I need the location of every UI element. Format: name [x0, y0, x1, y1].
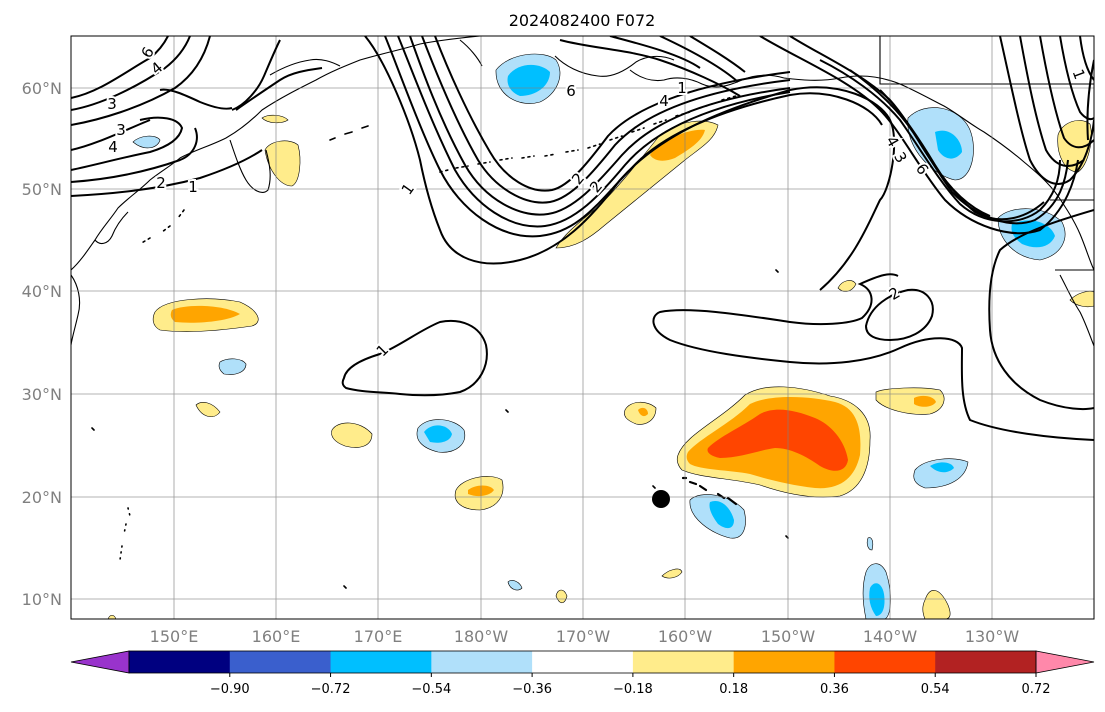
colorbar-extension-right [1035, 650, 1095, 674]
contour-label: 4 [108, 138, 118, 156]
colorbar-segment [229, 651, 332, 673]
colorbar-tick-label: 0.18 [719, 682, 748, 697]
colorbar-segment [632, 651, 735, 673]
colorbar-tick-label: −0.18 [613, 682, 653, 697]
colorbar-tick-label: −0.72 [311, 682, 351, 697]
lon-label: 160°W [658, 627, 713, 646]
lat-label: 60°N [22, 79, 62, 98]
contour-label: 2 [156, 174, 166, 192]
latitude-labels: 60°N 50°N 40°N 30°N 20°N 10°N [22, 79, 62, 609]
lat-label: 40°N [22, 282, 62, 301]
colorbar-tick-label: 0.72 [1022, 682, 1051, 697]
colorbar-tick-label: 0.54 [921, 682, 950, 697]
colorbar-tick-label: 0.36 [820, 682, 849, 697]
lon-label: 170°E [354, 627, 403, 646]
lon-label: 140°W [863, 627, 918, 646]
lat-label: 20°N [22, 488, 62, 507]
colorbar-tick-label: −0.36 [512, 682, 552, 697]
map-area: 6 4 3 3 4 2 1 1 2 2 6 4 1 2 4 3 6 1 1 [71, 36, 1094, 619]
colorbar-extension-left [70, 650, 130, 674]
lon-label: 130°W [965, 627, 1020, 646]
lat-label: 30°N [22, 385, 62, 404]
colorbar-tick-label: −0.54 [411, 682, 451, 697]
contour-label: 1 [677, 79, 687, 97]
colorbar-segment [532, 651, 634, 673]
lat-label: 10°N [22, 590, 62, 609]
colorbar-tick-label: −0.90 [210, 682, 250, 697]
colorbar-segment [330, 651, 432, 673]
map-frame [70, 35, 1095, 620]
negative-shading [132, 53, 1066, 619]
lon-label: 150°W [761, 627, 816, 646]
colorbar-segment [129, 651, 231, 673]
contour-lines [71, 36, 1094, 441]
colorbar-segment [834, 651, 936, 673]
colorbar: −0.90 −0.72 −0.54 −0.36 −0.18 0.18 0.36 0.54 0.7… [70, 650, 1095, 697]
island-chains [91, 95, 789, 589]
colorbar-frame [128, 650, 1037, 674]
contour-label: 6 [566, 82, 576, 100]
colorbar-segment [733, 651, 835, 673]
lon-label: 180°W [454, 627, 509, 646]
gridlines [71, 36, 1094, 619]
lon-label: 170°W [556, 627, 611, 646]
colorbar-segment [935, 651, 1037, 673]
colorbar-segment [431, 651, 533, 673]
lon-label: 160°E [252, 627, 301, 646]
contour-label: 4 [659, 92, 669, 110]
lat-label: 50°N [22, 180, 62, 199]
contour-label: 3 [116, 121, 126, 139]
location-marker [652, 490, 670, 508]
longitude-labels: 150°E 160°E 170°E 180°W 170°W 160°W 150°… [150, 627, 1020, 646]
lon-label: 150°E [150, 627, 199, 646]
map-title: 2024082400 F072 [509, 11, 656, 30]
contour-label: 3 [107, 95, 117, 113]
contour-label: 1 [188, 178, 198, 196]
